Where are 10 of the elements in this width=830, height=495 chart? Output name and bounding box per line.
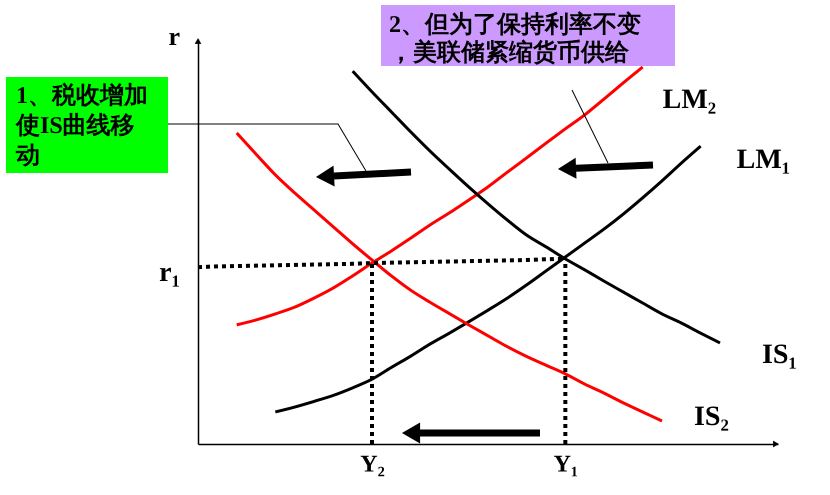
series-label: IS₁ — [762, 338, 797, 370]
x-tick-label: Y₁ — [554, 452, 578, 478]
series-label: IS₂ — [694, 401, 729, 432]
series-label: LM₁ — [736, 144, 790, 176]
y-axis-title: r — [168, 22, 180, 51]
x-tick-label: Y₂ — [360, 452, 385, 478]
series-label: r₁ — [159, 257, 180, 288]
text: 1、税收增加使IS曲线移动 — [15, 82, 148, 169]
series-label: LM₂ — [662, 84, 716, 115]
text: 2、但为了保持利率不变，美联储紧缩货币供给 — [389, 11, 641, 66]
